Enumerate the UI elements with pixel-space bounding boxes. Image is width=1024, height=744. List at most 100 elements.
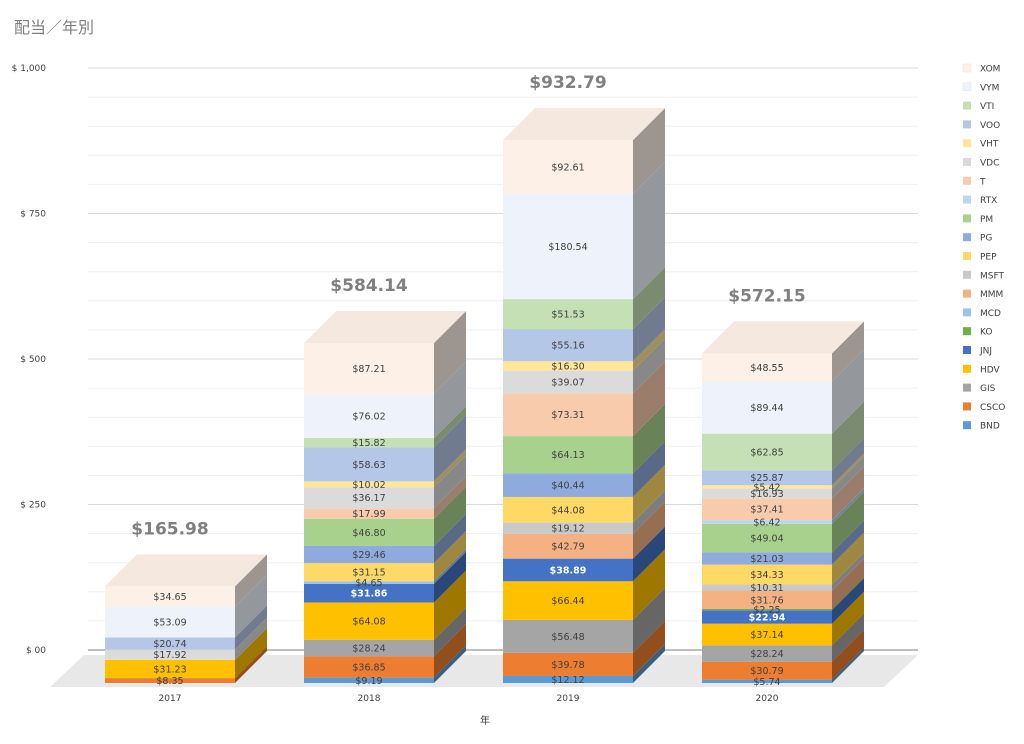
bar-segment-side	[832, 629, 864, 680]
bar-segment-t	[702, 498, 832, 521]
legend-label: CSCO	[980, 403, 1005, 413]
legend-swatch	[963, 364, 971, 373]
bar-segment-side	[235, 646, 267, 683]
legend-swatch	[963, 421, 971, 430]
total-label: $584.14	[330, 276, 408, 296]
bar-segment-xom	[304, 343, 434, 394]
data-label: $40.44	[551, 481, 584, 492]
bar-segment-pep	[304, 563, 434, 582]
data-label: $76.02	[352, 411, 385, 422]
bar-segment-pm	[304, 518, 434, 546]
bar-segment-side	[832, 558, 864, 610]
bar-segment-side	[832, 520, 864, 565]
x-tick-label: 2019	[557, 694, 580, 704]
bar-segment-side	[434, 311, 466, 394]
data-label: $31.23	[153, 665, 186, 676]
bar-segment-side	[434, 513, 466, 564]
bar-segment-pg	[702, 552, 832, 565]
bar-segment-side	[434, 531, 466, 582]
data-label: $180.54	[548, 242, 587, 253]
data-label: $2.25	[753, 605, 780, 616]
x-tick-label: 2018	[358, 694, 381, 704]
legend-label: XOM	[980, 65, 1000, 75]
data-label: $22.94	[749, 613, 786, 624]
legend-label: VOO	[980, 121, 1000, 131]
bar-segment-jnj	[304, 583, 434, 603]
bar-segment-side	[832, 321, 864, 382]
legend-swatch	[963, 270, 971, 279]
data-label: $64.08	[352, 617, 385, 628]
bar-segment-side	[633, 297, 665, 362]
bar-segment-side	[832, 466, 864, 521]
bar-segment-mcd	[304, 581, 434, 584]
data-label: $46.80	[352, 528, 385, 539]
bar-segment-vym	[105, 606, 235, 638]
bar-segment-voo	[105, 637, 235, 650]
data-label: $31.15	[352, 568, 385, 579]
bar-segment-xom	[503, 140, 633, 195]
bar-segment-vti	[503, 299, 633, 330]
y-tick-label: $ 1,000	[12, 64, 47, 74]
data-label: $49.04	[750, 534, 783, 545]
legend-label: HDV	[980, 365, 1001, 375]
bar-segment-side	[633, 643, 665, 683]
bar-segment-side	[832, 491, 864, 553]
bar-segment-side	[434, 645, 466, 683]
legend-swatch	[963, 308, 971, 317]
bar-segment-side	[633, 162, 665, 300]
bar-segment-side	[235, 617, 267, 660]
legend-swatch	[963, 176, 971, 185]
bar-segment-pg	[503, 473, 633, 497]
data-label: $53.09	[153, 618, 186, 629]
data-label: $25.87	[750, 473, 783, 484]
bar-segment-vht	[503, 361, 633, 371]
bar-segment-side	[633, 587, 665, 653]
bar-segment-side	[434, 415, 466, 482]
bar-top-face	[503, 108, 665, 141]
bar-segment-side	[633, 329, 665, 371]
legend-label: MMM	[980, 290, 1003, 300]
bar-segment-bnd	[503, 675, 633, 683]
bar-segment-side	[832, 591, 864, 646]
data-label: $19.12	[551, 524, 584, 535]
data-label: $51.53	[551, 310, 584, 321]
bar-segment-jnj	[503, 558, 633, 582]
bar-segment-side	[434, 607, 466, 657]
legend-label: BND	[980, 422, 1000, 432]
bar-segment-rtx	[702, 520, 832, 524]
legend-swatch	[963, 214, 971, 223]
bar-segment-side	[434, 551, 466, 603]
legend-label: PM	[980, 215, 993, 225]
bar-segment-vym	[702, 381, 832, 434]
legend-swatch	[963, 101, 971, 110]
bar-segment-bnd	[304, 677, 434, 683]
bar-segment-side	[633, 549, 665, 620]
data-label: $38.89	[550, 565, 587, 576]
bar-segment-hdv	[105, 659, 235, 679]
data-label: $62.85	[750, 447, 783, 458]
bar-segment-side	[434, 406, 466, 448]
legend-label: VHT	[980, 140, 999, 150]
bar-segment-side	[832, 401, 864, 471]
data-label: $4.65	[355, 578, 382, 589]
legend-label: VYM	[980, 83, 999, 93]
bar-segment-side	[633, 501, 665, 559]
legend-swatch	[963, 252, 971, 260]
data-label: $64.13	[551, 450, 584, 461]
data-label: $5.74	[753, 677, 780, 688]
data-label: $5.42	[753, 482, 780, 493]
legend-swatch	[963, 120, 971, 129]
bar-segment-side	[832, 647, 864, 683]
bar-segment-pep	[702, 564, 832, 585]
bar-segment-vym	[304, 393, 434, 439]
data-label: $31.86	[351, 589, 388, 600]
bar-segment-msft	[702, 584, 832, 591]
bar-segment-side	[434, 549, 466, 584]
bar-segment-t	[503, 393, 633, 437]
bar-segment-side	[633, 464, 665, 523]
legend-swatch	[963, 195, 971, 204]
bar-segment-side	[235, 627, 267, 679]
bar-segment-csco	[304, 656, 434, 678]
bar-segment-side	[235, 554, 267, 607]
bar-segment-side	[832, 349, 864, 434]
